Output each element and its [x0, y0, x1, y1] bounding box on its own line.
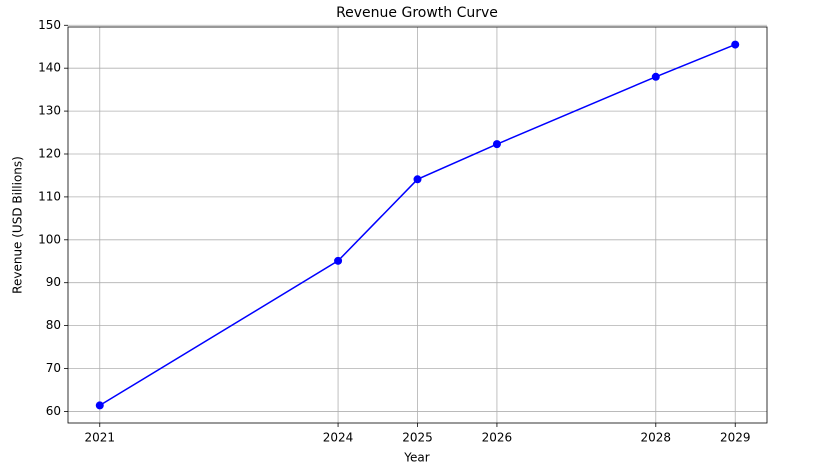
y-axis-label: Revenue (USD Billions) [11, 156, 25, 294]
x-tick-label: 2024 [323, 431, 354, 445]
point [651, 72, 660, 81]
x-axis-label: Year [403, 451, 429, 465]
y-tick-label: 100 [38, 232, 61, 246]
y-tick-label: 70 [46, 361, 61, 375]
y-tick-label: 80 [46, 318, 61, 332]
line [99, 43, 736, 407]
x-tick-label: 2026 [482, 431, 513, 445]
point [731, 40, 740, 49]
x-tick-label: 2025 [402, 431, 433, 445]
point [334, 256, 343, 265]
point [492, 140, 501, 149]
chart-title: Revenue Growth Curve [336, 5, 498, 21]
x-tick-label: 2029 [720, 431, 751, 445]
y-tick-label: 120 [38, 146, 61, 160]
point [95, 401, 104, 410]
plot-frame [67, 26, 768, 424]
point [413, 175, 422, 184]
x-tick-label: 2021 [84, 431, 115, 445]
y-tick-label: 130 [38, 104, 61, 118]
y-tick-label: 150 [38, 18, 61, 32]
x-tick-label: 2028 [641, 431, 672, 445]
y-tick-label: 140 [38, 61, 61, 75]
y-tick-label: 90 [46, 275, 61, 289]
y-tick-label: 60 [46, 404, 61, 418]
y-tick-label: 110 [38, 189, 61, 203]
